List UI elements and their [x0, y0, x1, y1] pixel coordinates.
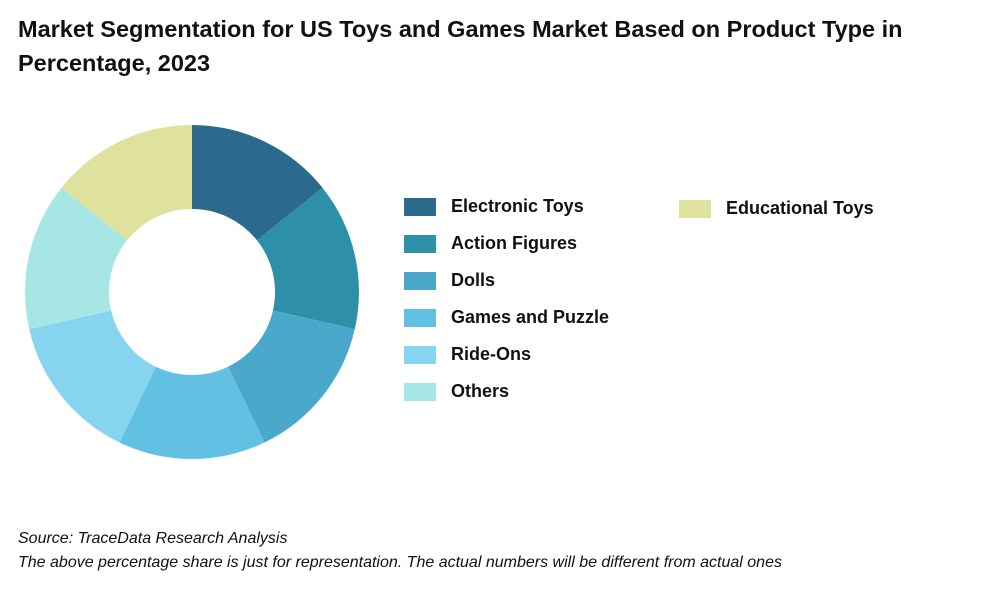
donut-slice-dolls: [228, 310, 355, 443]
legend-label: Dolls: [451, 270, 496, 290]
legend-item-electronic-toys: Electronic Toys: [404, 188, 609, 225]
legend-label: Ride-Ons: [451, 344, 532, 364]
legend-swatch: [404, 382, 436, 401]
donut-slice-electronic-toys: [192, 125, 323, 241]
legend-item-games-and-puzzle: Games and Puzzle: [404, 299, 609, 336]
legend-item-others: Others: [404, 373, 609, 410]
legend-item-educational-toys: Educational Toys: [679, 190, 874, 227]
legend-column-2: Educational Toys: [679, 190, 874, 227]
legend-swatch: [404, 197, 436, 216]
legend-label: Educational Toys: [726, 198, 874, 218]
chart-title: Market Segmentation for US Toys and Game…: [18, 16, 903, 76]
source-note: Source: TraceData Research Analysis: [18, 530, 288, 547]
footer: Source: TraceData Research Analysis The …: [18, 527, 782, 575]
legend-label: Games and Puzzle: [451, 307, 610, 327]
legend-swatch: [404, 345, 436, 364]
legend-label: Electronic Toys: [451, 196, 584, 216]
donut-slice-educational-toys: [61, 125, 192, 241]
legend-swatch: [404, 308, 436, 327]
legend-label: Action Figures: [451, 233, 578, 253]
disclaimer-note: The above percentage share is just for r…: [18, 554, 782, 571]
legend-item-dolls: Dolls: [404, 262, 609, 299]
legend-swatch: [679, 199, 711, 218]
donut-slice-others: [24, 187, 128, 330]
legend-swatch: [404, 234, 436, 253]
legend-label: Others: [451, 381, 510, 401]
donut-slice-action-figures: [256, 187, 360, 330]
legend-column-1: Electronic Toys Action Figures Dolls Games …: [404, 188, 609, 410]
legend-swatch: [404, 271, 436, 290]
donut-slice-games-and-puzzle: [119, 366, 265, 459]
legend-item-ride-ons: Ride-Ons: [404, 336, 609, 373]
donut-slice-ride-ons: [29, 310, 156, 443]
legend-item-action-figures: Action Figures: [404, 225, 609, 262]
donut-chart: [24, 125, 360, 459]
